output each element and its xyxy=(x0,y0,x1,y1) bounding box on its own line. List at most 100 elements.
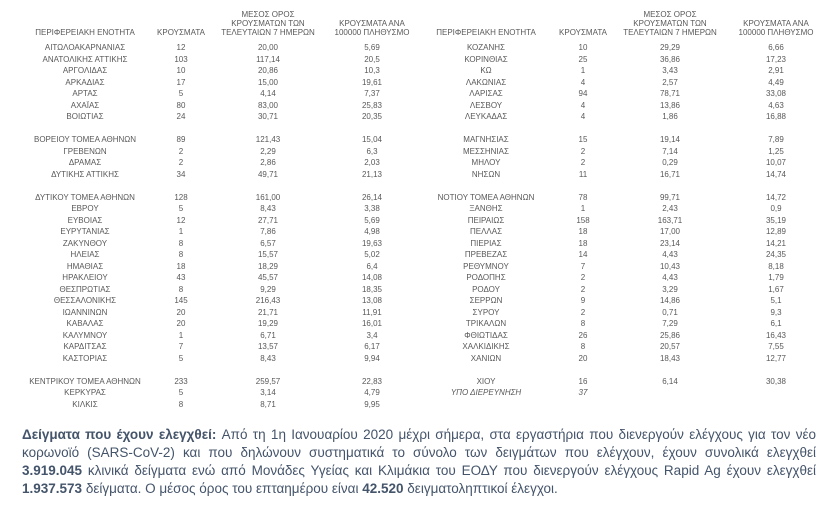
region-cell: ΘΕΣΣΑΛΟΝΙΚΗΣ xyxy=(53,296,117,305)
body-text: Από τη 1η Ιανουαρίου 2020 μέχρι σήμερα, … xyxy=(22,427,816,460)
per100k-cell: 24,35 xyxy=(765,250,787,259)
region-cell: ΑΡΤΑΣ xyxy=(72,89,98,98)
emphasis-text: 3.919.045 xyxy=(22,463,83,478)
cases-cell: 12 xyxy=(176,43,186,52)
cases-cell: 5 xyxy=(178,353,184,363)
avg7-cell: 18,43 xyxy=(659,353,681,363)
per100k-cell: 5,69 xyxy=(364,215,380,225)
per100k-cell: 14,72 xyxy=(765,192,787,202)
cases-cell: 8 xyxy=(580,342,586,351)
per100k-cell: 12,77 xyxy=(765,353,787,363)
per100k-cell: 5,69 xyxy=(364,43,380,52)
per100k-cell: 4,63 xyxy=(768,100,784,110)
avg7-cell: 15,00 xyxy=(257,77,279,87)
cases-cell: 37 xyxy=(578,388,588,397)
avg7-cell: 20,00 xyxy=(257,43,279,52)
avg7-cell: 8,71 xyxy=(260,399,276,409)
per100k-cell: 19,63 xyxy=(361,238,383,248)
table-row: ΒΟΡΕΙΟΥ ΤΟΜΕΑ ΑΘΗΝΩΝ 89 121,43 15,04 ΜΑΓΝΗΣΙ… xyxy=(22,134,816,146)
table-row: ΔΥΤΙΚΗΣ ΑΤΤΙΚΗΣ 34 49,71 21,13 ΝΗΣΩΝ 11 16,71 1… xyxy=(22,169,816,181)
avg7-cell: 0,71 xyxy=(662,307,678,317)
table-row: ΔΥΤΙΚΟΥ ΤΟΜΕΑ ΑΘΗΝΩΝ 128 161,00 26,14 ΝΟΤΙΟΥ… xyxy=(22,192,816,204)
per100k-cell: 9,94 xyxy=(364,353,380,363)
region-cell: ΠΡΕΒΕΖΑΣ xyxy=(464,250,508,259)
table-row: ΔΡΑΜΑΣ 2 2,86 2,03 ΜΗΛΟΥ 2 0,29 10,07 xyxy=(22,157,816,169)
cases-cell: 103 xyxy=(174,54,188,64)
cases-cell: 5 xyxy=(178,204,184,213)
per100k-cell: 12,89 xyxy=(765,227,787,236)
body-text: κλινικά δείγματα ενώ από Μονάδες Υγείας … xyxy=(82,463,816,478)
avg7-cell: 13,57 xyxy=(257,342,279,351)
table-row: ΑΧΑΪΑΣ 80 83,00 25,83 ΛΕΣΒΟΥ 4 13,86 4,63 xyxy=(22,100,816,112)
cases-cell: 2 xyxy=(178,146,184,156)
region-cell: ΑΙΤΩΛΟΑΚΑΡΝΑΝΙΑΣ xyxy=(44,43,126,52)
table-row: ΗΜΑΘΙΑΣ 18 18,29 6,4 ΡΕΘΥΜΝΟΥ 7 10,43 8,18 xyxy=(22,261,816,273)
per100k-cell: 33,08 xyxy=(765,89,787,98)
per100k-cell: 2,03 xyxy=(364,158,380,167)
avg7-cell: 8,43 xyxy=(260,204,276,213)
region-cell: ΕΒΡΟΥ xyxy=(71,204,99,213)
per100k-cell: 1,25 xyxy=(768,146,784,156)
per100k-cell: 13,08 xyxy=(361,296,383,305)
table-row: ΚΑΡΔΙΤΣΑΣ 7 13,57 6,17 ΧΑΛΚΙΔΙΚΗΣ 8 20,57 7,55 xyxy=(22,341,816,353)
table-row: ΗΡΑΚΛΕΙΟΥ 43 45,57 14,08 ΡΟΔΟΠΗΣ 2 4,43 1,79 xyxy=(22,272,816,284)
table-header: ΠΕΡΙΦΕΡΕΙΑΚΗ ΕΝΟΤΗΤΑ ΚΡΟΥΣΜΑΤΑ ΜΕΣΟΣ ΟΡΟΣ Κ… xyxy=(22,10,816,37)
per100k-cell: 16,43 xyxy=(765,330,787,340)
per100k-cell: 10,3 xyxy=(364,66,380,75)
table-row: ΚΑΣΤΟΡΙΑΣ 5 8,43 9,94 ΧΑΝΙΩΝ 20 18,43 12,77 xyxy=(22,353,816,365)
per100k-cell: 6,1 xyxy=(770,319,782,328)
avg7-cell: 78,71 xyxy=(659,89,681,98)
avg7-cell: 8,43 xyxy=(260,353,276,363)
region-cell: ΗΛΕΙΑΣ xyxy=(70,250,100,259)
avg7-cell: 7,29 xyxy=(662,319,678,328)
region-cell: ΛΕΣΒΟΥ xyxy=(469,100,503,110)
cases-cell: 14 xyxy=(578,250,588,259)
region-cell: ΑΝΑΤΟΛΙΚΗΣ ΑΤΤΙΚΗΣ xyxy=(42,54,128,64)
avg7-cell: 6,57 xyxy=(260,238,276,248)
column-header-avg7: ΜΕΣΟΣ ΟΡΟΣ ΚΡΟΥΣΜΑΤΩΝ ΤΩΝ ΤΕΛΕΥΤΑΙΩΝ 7 ΗΜΕ… xyxy=(623,10,717,37)
per100k-cell: 17,23 xyxy=(765,54,787,64)
avg7-cell: 20,86 xyxy=(257,66,279,75)
table-row: ΕΥΒΟΙΑΣ 12 27,71 5,69 ΠΕΙΡΑΙΩΣ 158 163,71 35,19 xyxy=(22,215,816,227)
cases-cell: 1 xyxy=(580,66,586,75)
avg7-cell: 6,14 xyxy=(662,376,678,386)
cases-cell: 8 xyxy=(178,238,184,248)
avg7-cell: 2,57 xyxy=(662,77,678,87)
table-row: ΖΑΚΥΝΘΟΥ 8 6,57 19,63 ΠΙΕΡΙΑΣ 18 23,14 14,21 xyxy=(22,238,816,250)
table-row: ΚΕΝΤΡΙΚΟΥ ΤΟΜΕΑ ΑΘΗΝΩΝ 233 259,57 22,83 ΧΙΟΥ… xyxy=(22,376,816,388)
avg7-cell: 25,86 xyxy=(659,330,681,340)
per100k-cell: 2,91 xyxy=(768,66,784,75)
avg7-cell: 163,71 xyxy=(657,215,683,225)
cases-cell: 2 xyxy=(580,146,586,156)
table-row: ΑΝΑΤΟΛΙΚΗΣ ΑΤΤΙΚΗΣ 103 117,14 20,5 ΚΟΡΙΝΘΙΑΣ… xyxy=(22,54,816,66)
per100k-cell: 9,95 xyxy=(364,399,380,409)
table-row: ΚΙΛΚΙΣ 8 8,71 9,95 xyxy=(22,399,816,411)
cases-cell: 8 xyxy=(178,399,184,409)
region-cell: ΒΟΙΩΤΙΑΣ xyxy=(66,112,104,121)
cases-cell: 4 xyxy=(580,77,586,87)
spacer-row xyxy=(22,180,816,192)
per100k-cell: 3,38 xyxy=(364,204,380,213)
cases-cell: 1 xyxy=(178,330,184,340)
cases-cell: 10 xyxy=(578,43,588,52)
cases-cell: 2 xyxy=(580,158,586,167)
emphasis-text: Δείγματα που έχουν ελεγχθεί: xyxy=(22,427,222,442)
emphasis-text: 1.937.573 xyxy=(22,481,83,496)
cases-cell: 8 xyxy=(178,250,184,259)
region-cell: ΞΑΝΘΗΣ xyxy=(469,204,503,213)
region-cell: ΛΑΚΩΝΙΑΣ xyxy=(465,77,507,87)
per100k-cell: 14,74 xyxy=(765,169,787,179)
column-header-per100k: ΚΡΟΥΣΜΑΤΑ ΑΝΑ 100000 ΠΛΗΘΥΣΜΟ xyxy=(334,19,410,37)
region-cell: ΜΑΓΝΗΣΙΑΣ xyxy=(463,135,509,144)
region-cell: ΧΙΟΥ xyxy=(476,376,496,386)
region-cell: ΑΧΑΪΑΣ xyxy=(70,100,100,110)
avg7-cell: 3,29 xyxy=(662,284,678,294)
region-cell: ΚΟΖΑΝΗΣ xyxy=(466,43,506,52)
cases-cell: 2 xyxy=(178,158,184,167)
region-cell: ΧΑΝΙΩΝ xyxy=(470,353,502,363)
cases-cell: 16 xyxy=(578,376,588,386)
per100k-cell: 14,08 xyxy=(361,273,383,282)
cases-cell: 15 xyxy=(578,135,588,144)
cases-cell: 18 xyxy=(176,261,186,271)
region-cell: ΜΗΛΟΥ xyxy=(471,158,501,167)
